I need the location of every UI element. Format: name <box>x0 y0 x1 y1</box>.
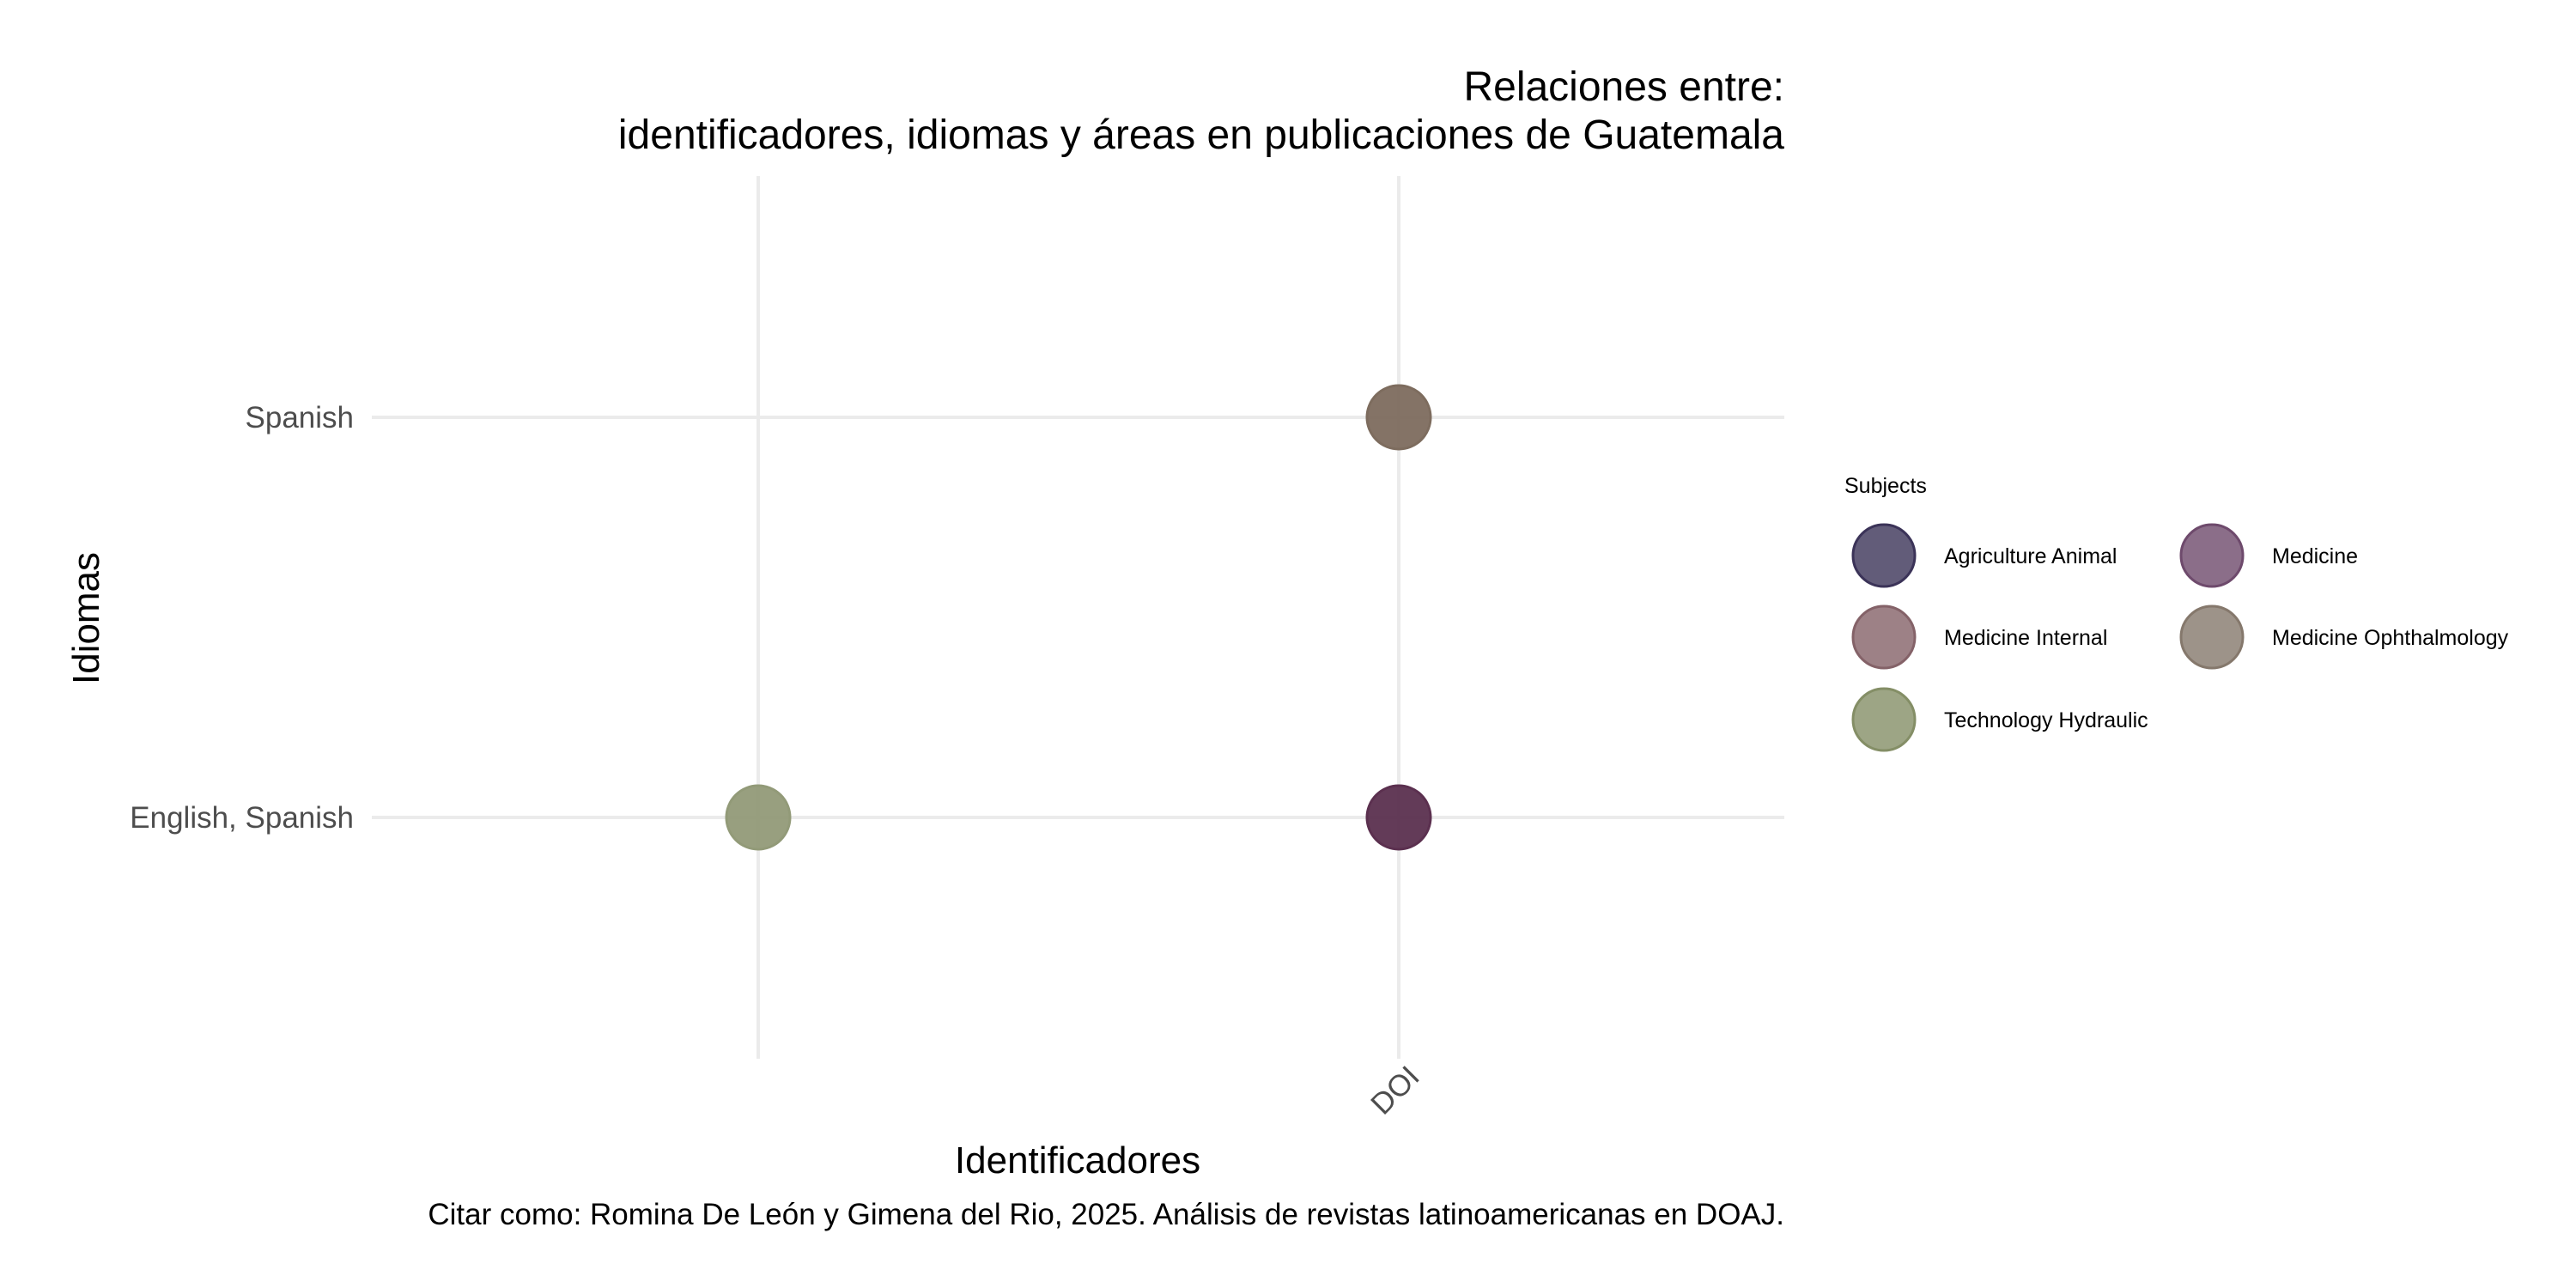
y-axis-ticks: English, Spanish Spanish <box>130 401 354 835</box>
legend-key <box>1851 687 1917 752</box>
legend-key <box>2179 605 2245 670</box>
data-point <box>1365 784 1432 851</box>
legend-title: Subjects <box>1844 474 1927 498</box>
data-point <box>725 784 792 851</box>
chart-title-line-1: Relaciones entre: <box>1463 64 1784 110</box>
legend-key <box>1851 523 1917 588</box>
legend-label: Medicine Ophthalmology <box>2272 626 2509 650</box>
caption: Citar como: Romina De León y Gimena del … <box>428 1198 1784 1231</box>
chart-title-line-2: identificadores, idiomas y áreas en publ… <box>618 112 1784 158</box>
data-points <box>725 384 1432 851</box>
x-tick-label: DOI <box>1364 1060 1426 1121</box>
y-tick-label: English, Spanish <box>130 801 354 835</box>
legend-label: Technology Hydraulic <box>1944 708 2148 732</box>
legend-key <box>1851 605 1917 670</box>
gridlines <box>372 176 1784 1059</box>
y-axis-title: Idiomas <box>65 552 107 684</box>
x-axis-title: Identificadores <box>955 1139 1200 1182</box>
legend-label: Medicine Internal <box>1944 626 2107 650</box>
y-tick-label: Spanish <box>246 401 354 434</box>
legend-key <box>2179 523 2245 588</box>
legend-label: Agriculture Animal <box>1944 544 2117 568</box>
data-point <box>1365 384 1432 451</box>
legend-label: Medicine <box>2272 544 2358 568</box>
x-axis-ticks: DOI <box>1364 1060 1426 1121</box>
legend: Subjects Agriculture Animal Medicine Medic… <box>1844 474 2509 752</box>
